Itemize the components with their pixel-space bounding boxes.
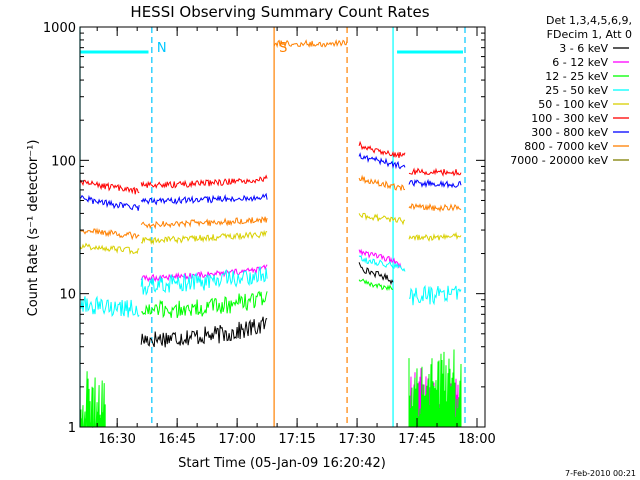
y-tick-label-1: 1 bbox=[68, 421, 76, 436]
series-1-segment-1 bbox=[140, 316, 268, 348]
series-8-segment-4 bbox=[358, 174, 406, 191]
legend: Det 1,3,4,5,6,9,FDecim 1, Att 03 - 6 keV… bbox=[510, 14, 632, 167]
date-stamp: 7-Feb-2010 00:21 bbox=[565, 469, 636, 478]
y-tick-label-2: 10 bbox=[59, 288, 76, 303]
plot-area: 1 10 100 1000 16:30 16:45 17:00 17:15 17:30 17:45… bbox=[43, 21, 496, 447]
legend-entry-label: 7000 - 20000 keV bbox=[510, 154, 608, 167]
series-3-segment-4 bbox=[408, 349, 462, 428]
legend-entry-label: 25 - 50 keV bbox=[545, 84, 608, 97]
legend-entry-label: 100 - 300 keV bbox=[531, 112, 608, 125]
x-tick-label-3: 17:00 bbox=[218, 432, 255, 447]
series-6-segment-3 bbox=[358, 140, 406, 159]
x-axis-label: Start Time (05-Jan-09 16:20:42) bbox=[178, 456, 386, 471]
series-8-segment-1 bbox=[79, 227, 140, 241]
legend-header-line-1: Det 1,3,4,5,6,9, bbox=[546, 14, 632, 27]
series-6-segment-1 bbox=[79, 179, 140, 195]
series-3-segment-3 bbox=[358, 278, 394, 292]
series-5-segment-4 bbox=[408, 231, 462, 242]
series-6-segment-4 bbox=[408, 167, 462, 177]
annotation-n: N bbox=[157, 41, 167, 56]
series-3-segment-1 bbox=[79, 371, 106, 428]
series-4-segment-4 bbox=[409, 284, 462, 306]
legend-entry-label: 6 - 12 keV bbox=[552, 56, 608, 69]
series-4-segment-2 bbox=[140, 266, 268, 296]
series-6-segment-2 bbox=[140, 174, 268, 189]
y-tick-label-3: 100 bbox=[51, 154, 76, 169]
series-4-segment-3 bbox=[358, 255, 406, 272]
series-4-segment-1 bbox=[79, 295, 140, 318]
series-3-segment-2 bbox=[140, 290, 268, 319]
plot-frame bbox=[79, 26, 486, 428]
series-8-segment-2 bbox=[140, 216, 268, 230]
series-5-segment-3 bbox=[358, 212, 405, 226]
series-5-segment-2 bbox=[140, 229, 268, 246]
series-7-segment-3 bbox=[358, 152, 406, 170]
series-7-segment-1 bbox=[79, 194, 140, 211]
legend-entry-label: 50 - 100 keV bbox=[538, 98, 608, 111]
series-1-segment-2 bbox=[358, 262, 394, 286]
series-2-segment-2 bbox=[358, 248, 402, 269]
series-5-segment-1 bbox=[79, 242, 140, 255]
y-axis-label: Count Rate (s⁻¹ detector⁻¹) bbox=[26, 140, 41, 317]
legend-entry-label: 12 - 25 keV bbox=[545, 70, 608, 83]
legend-entry-label: 300 - 800 keV bbox=[531, 126, 608, 139]
x-tick-label-1: 16:30 bbox=[98, 432, 135, 447]
x-tick-label-6: 17:45 bbox=[398, 432, 435, 447]
x-tick-label-5: 17:30 bbox=[338, 432, 375, 447]
legend-header-line-2: FDecim 1, Att 0 bbox=[547, 28, 632, 41]
x-tick-label-7: 18:00 bbox=[458, 432, 495, 447]
series-7-segment-2 bbox=[140, 192, 268, 206]
y-tick-label-4: 1000 bbox=[43, 21, 76, 36]
x-tick-label-4: 17:15 bbox=[278, 432, 315, 447]
series-2-segment-1 bbox=[140, 264, 268, 283]
chart-title: HESSI Observing Summary Count Rates bbox=[130, 3, 429, 21]
series-8-segment-5 bbox=[408, 202, 462, 213]
legend-entry-label: 800 - 7000 keV bbox=[524, 140, 608, 153]
series-7-segment-4 bbox=[408, 178, 462, 189]
annotation-s: S bbox=[279, 41, 287, 56]
legend-entry-label: 3 - 6 keV bbox=[559, 42, 608, 55]
series-8-segment-3 bbox=[273, 39, 348, 49]
x-tick-label-2: 16:45 bbox=[158, 432, 195, 447]
